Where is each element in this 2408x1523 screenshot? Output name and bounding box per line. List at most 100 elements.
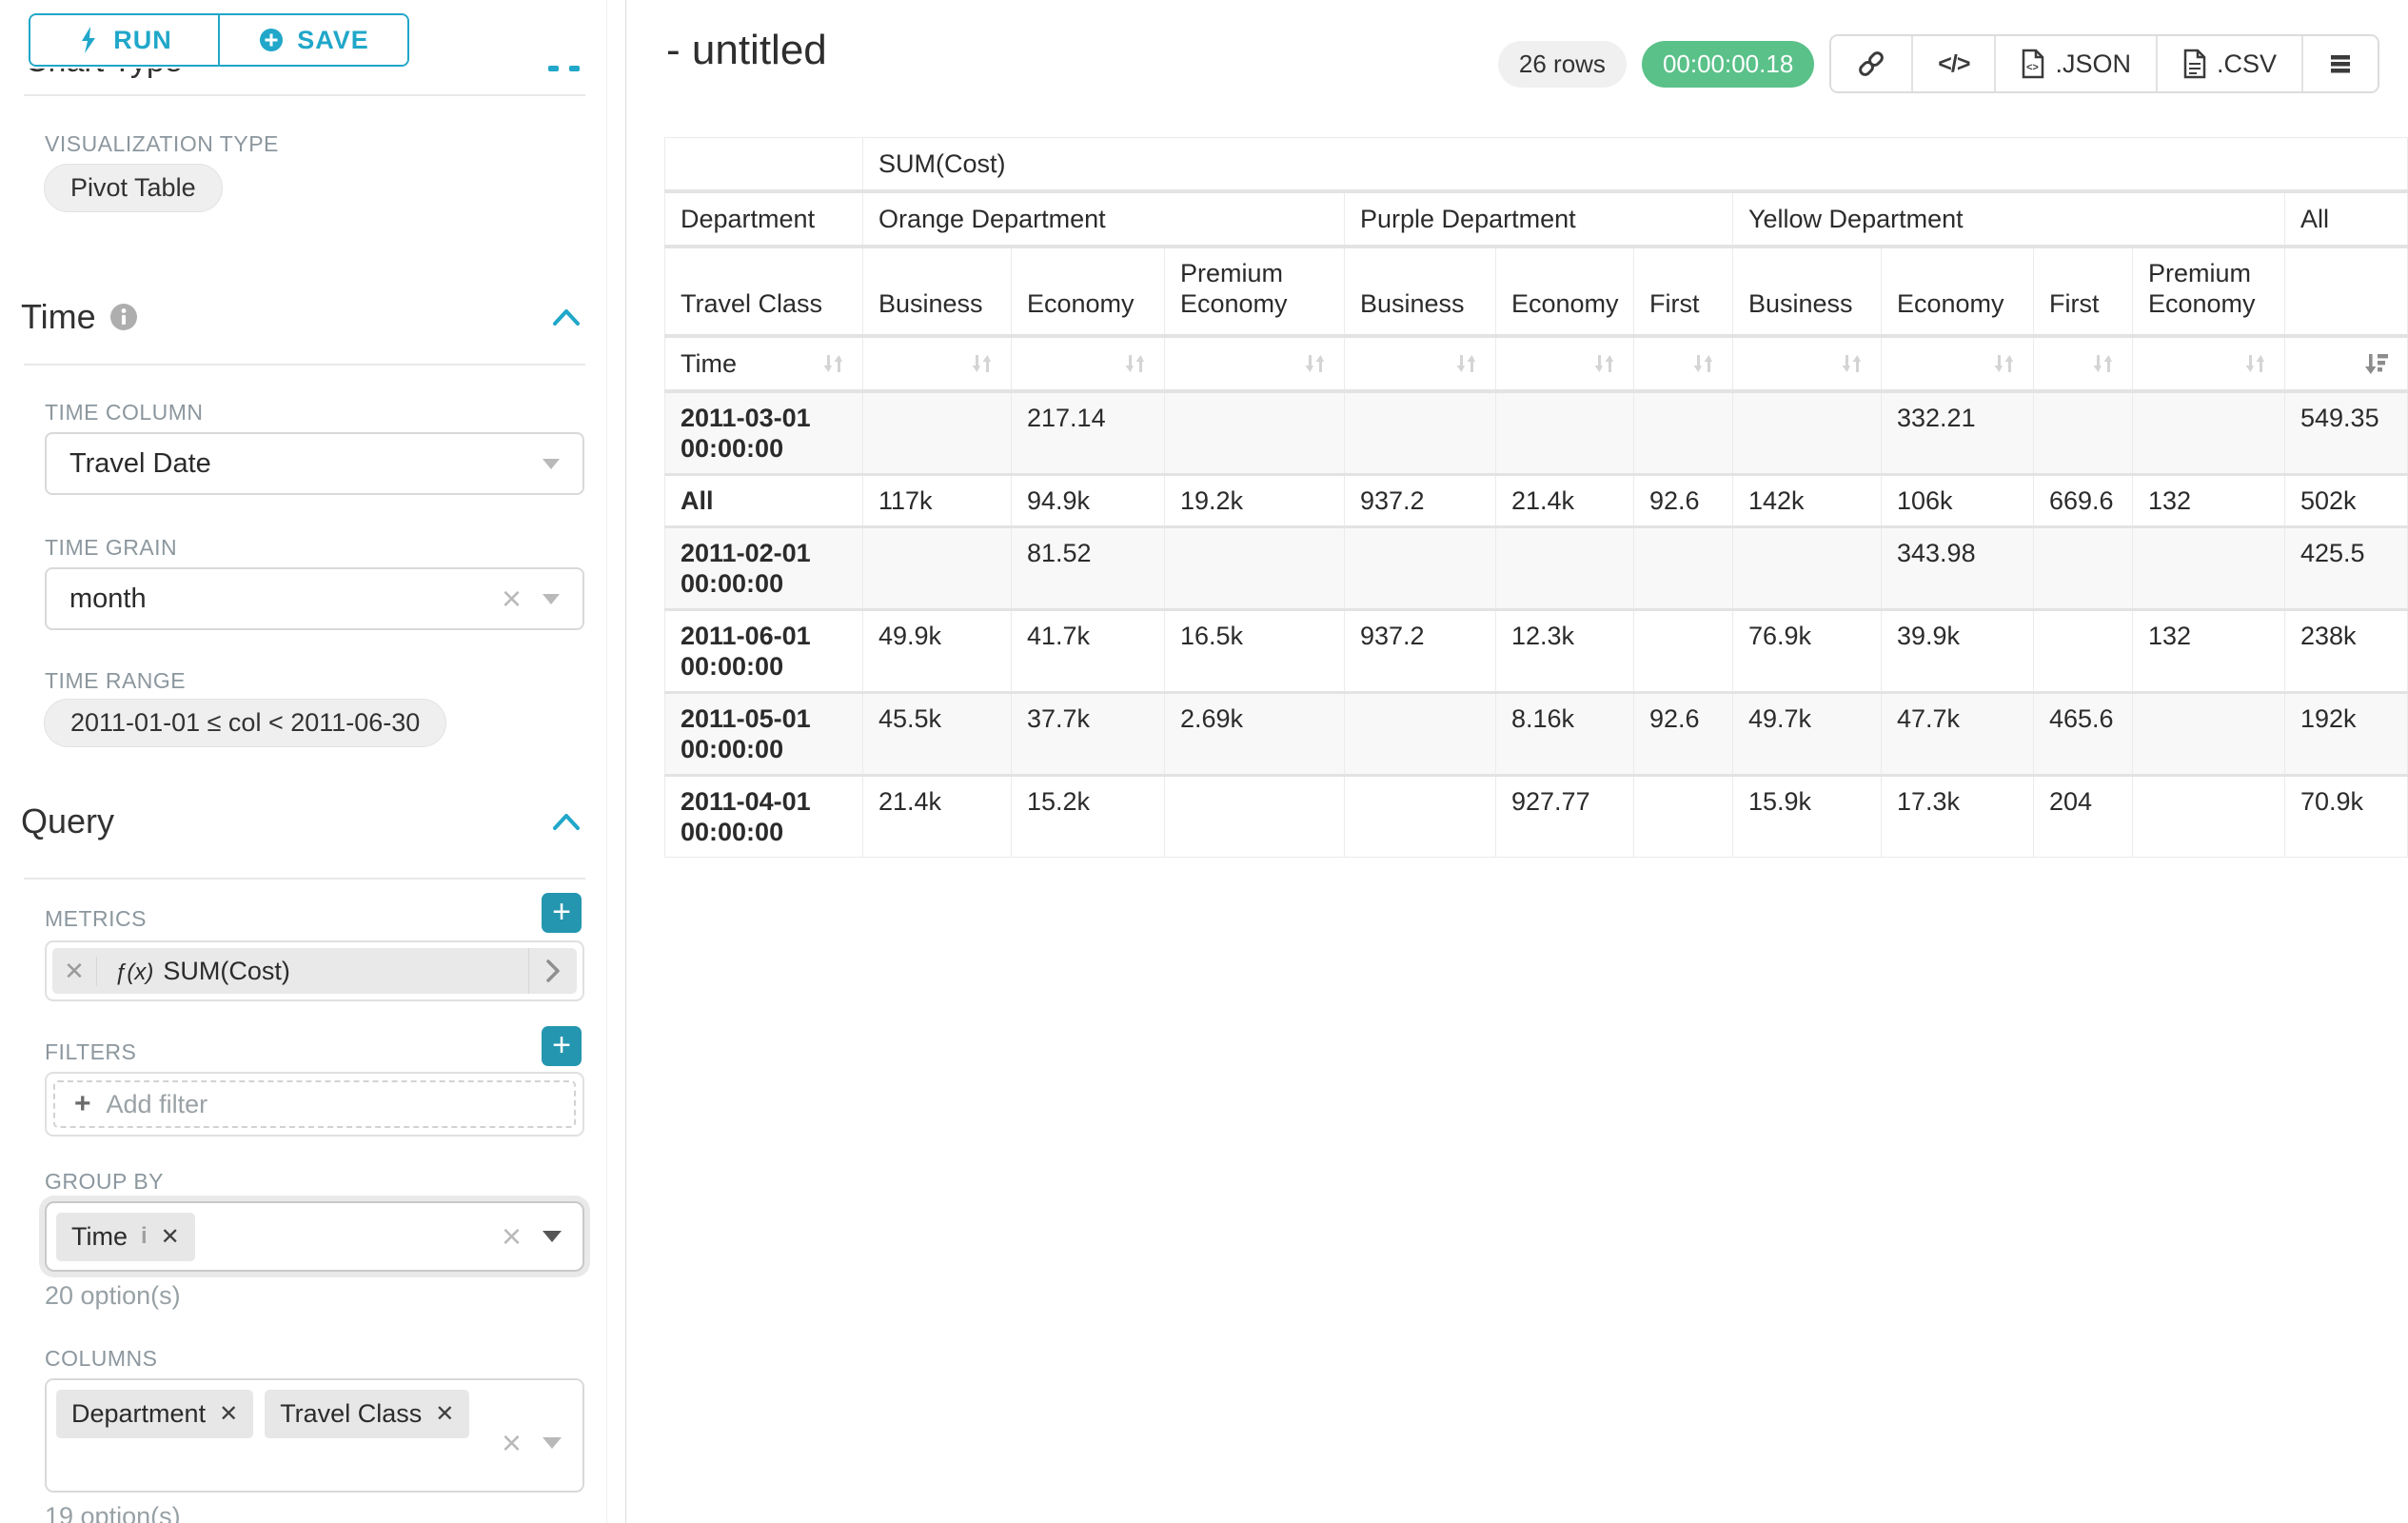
sort-icon[interactable] xyxy=(820,350,847,377)
add-filter-plus-button[interactable]: + xyxy=(542,1026,582,1066)
add-metric-button[interactable]: + xyxy=(542,893,582,933)
sort-header-cell[interactable] xyxy=(2132,335,2285,393)
pivot-cell xyxy=(2132,773,2285,858)
sort-header-cell[interactable] xyxy=(1633,335,1733,393)
sort-desc-active-icon[interactable] xyxy=(2363,350,2392,377)
pivot-cell: 343.98 xyxy=(1881,524,2034,610)
time-grain-select[interactable]: month × xyxy=(45,567,584,630)
sort-icon[interactable] xyxy=(2090,350,2117,377)
sort-header-cell[interactable] xyxy=(2033,335,2133,393)
sort-header-cell[interactable] xyxy=(1344,335,1496,393)
save-button[interactable]: SAVE xyxy=(218,15,407,65)
clipped-icon-fragment xyxy=(569,66,580,71)
group-by-select[interactable]: Time i ✕ × xyxy=(45,1201,584,1272)
copy-link-button[interactable] xyxy=(1831,36,1912,91)
chevron-right-icon[interactable] xyxy=(528,948,577,994)
add-filter-button[interactable]: + Add filter xyxy=(53,1080,576,1128)
pivot-row-header: 2011-04-01 00:00:00 xyxy=(664,773,863,858)
pivot-sub-dim-header: Travel Class xyxy=(664,246,863,338)
sort-icon[interactable] xyxy=(1302,350,1329,377)
caret-down-icon[interactable] xyxy=(543,1437,562,1449)
pivot-cell: 937.2 xyxy=(1344,607,1496,693)
remove-tag-icon[interactable]: ✕ xyxy=(219,1401,239,1427)
sort-header-cell[interactable] xyxy=(1011,335,1165,393)
pivot-cell xyxy=(1344,773,1496,858)
collapse-query-section-icon[interactable] xyxy=(551,811,582,837)
view-query-button[interactable]: </> xyxy=(1911,36,1995,91)
pivot-cell: 15.2k xyxy=(1011,773,1165,858)
pivot-col-group-header: Purple Department xyxy=(1344,190,1733,248)
pivot-cell xyxy=(1633,389,1733,475)
run-button[interactable]: RUN xyxy=(30,15,218,65)
sort-header-cell[interactable] xyxy=(862,335,1012,393)
time-section-title: Time xyxy=(21,297,96,336)
metric-pill[interactable]: ✕ ƒ(x) SUM(Cost) xyxy=(52,948,577,994)
columns-tags: Department ✕ Travel Class ✕ xyxy=(56,1390,481,1438)
metrics-container: ✕ ƒ(x) SUM(Cost) xyxy=(45,940,584,1001)
pivot-cell xyxy=(1344,389,1496,475)
more-menu-button[interactable] xyxy=(2301,36,2378,91)
info-icon: i xyxy=(141,1223,148,1249)
time-column-select[interactable]: Travel Date xyxy=(45,432,584,495)
panel-scrollbar-track[interactable] xyxy=(606,0,607,1523)
time-grain-value: month xyxy=(69,583,147,614)
sort-icon[interactable] xyxy=(1690,350,1717,377)
sort-icon[interactable] xyxy=(1122,350,1149,377)
pivot-cell: 669.6 xyxy=(2033,472,2133,527)
function-icon: ƒ(x) xyxy=(114,959,154,985)
clear-icon[interactable]: × xyxy=(501,1423,522,1462)
sort-header-cell[interactable] xyxy=(2283,335,2408,393)
table-row: 2011-05-01 00:00:00 45.5k 37.7k 2.69k 8.16k 9… xyxy=(664,690,2408,776)
divider xyxy=(24,878,585,880)
chart-title[interactable]: - untitled xyxy=(666,27,827,73)
columns-tag[interactable]: Department ✕ xyxy=(56,1390,254,1438)
sort-icon[interactable] xyxy=(969,350,996,377)
pivot-cell: 142k xyxy=(1732,472,1882,527)
pivot-cell xyxy=(1732,389,1882,475)
viz-type-pill[interactable]: Pivot Table xyxy=(44,164,223,212)
sort-header-cell[interactable] xyxy=(1732,335,1882,393)
collapse-time-section-icon[interactable] xyxy=(551,307,582,332)
pivot-cell xyxy=(1344,690,1496,776)
pivot-row-header: 2011-06-01 00:00:00 xyxy=(664,607,863,693)
filters-label: FILTERS xyxy=(45,1039,137,1064)
query-section-header[interactable]: Query xyxy=(21,801,114,841)
sort-icon[interactable] xyxy=(2242,350,2269,377)
sort-icon[interactable] xyxy=(1839,350,1865,377)
pivot-cell xyxy=(1164,389,1345,475)
run-save-button-group: RUN SAVE xyxy=(29,13,409,67)
sort-header-cell[interactable] xyxy=(1495,335,1634,393)
pivot-table: SUM(Cost) Department Orange Department Purp… xyxy=(664,137,2408,858)
sort-header-cell[interactable] xyxy=(1164,335,1345,393)
pivot-time-header[interactable]: Time xyxy=(664,335,863,393)
table-row: 2011-02-01 00:00:00 81.52 343.98 425.5 xyxy=(664,524,2408,610)
time-section-header[interactable]: Time xyxy=(21,297,138,337)
group-by-label: GROUP BY xyxy=(45,1169,164,1194)
remove-tag-icon[interactable]: ✕ xyxy=(160,1223,180,1250)
group-by-tags: Time i ✕ xyxy=(56,1212,207,1261)
pivot-cell: 47.7k xyxy=(1881,690,2034,776)
sort-icon[interactable] xyxy=(1991,350,2018,377)
pivot-corner-cell xyxy=(664,137,863,193)
table-row: 2011-06-01 00:00:00 49.9k 41.7k 16.5k 937.2 1… xyxy=(664,607,2408,693)
sort-header-cell[interactable] xyxy=(1881,335,2034,393)
sort-icon[interactable] xyxy=(1591,350,1618,377)
pivot-cell: 12.3k xyxy=(1495,607,1634,693)
group-by-tag[interactable]: Time i ✕ xyxy=(56,1212,195,1261)
remove-tag-icon[interactable]: ✕ xyxy=(435,1401,455,1427)
pivot-cell xyxy=(862,389,1012,475)
pivot-cell: 132 xyxy=(2132,607,2285,693)
export-json-button[interactable]: <> .JSON xyxy=(1994,36,2156,91)
hamburger-menu-icon xyxy=(2328,51,2353,76)
columns-select[interactable]: Department ✕ Travel Class ✕ × xyxy=(45,1378,584,1493)
caret-down-icon[interactable] xyxy=(543,1231,562,1242)
time-range-pill[interactable]: 2011-01-01 ≤ col < 2011-06-30 xyxy=(44,699,447,747)
columns-tag[interactable]: Travel Class ✕ xyxy=(265,1390,470,1438)
remove-metric-icon[interactable]: ✕ xyxy=(52,956,97,986)
clear-icon[interactable]: × xyxy=(501,579,522,618)
clipped-icon-fragment xyxy=(548,66,559,71)
clear-icon[interactable]: × xyxy=(501,1216,522,1256)
export-button-group: </> <> .JSON xyxy=(1829,34,2379,93)
export-csv-button[interactable]: .CSV xyxy=(2155,36,2301,91)
sort-icon[interactable] xyxy=(1453,350,1480,377)
